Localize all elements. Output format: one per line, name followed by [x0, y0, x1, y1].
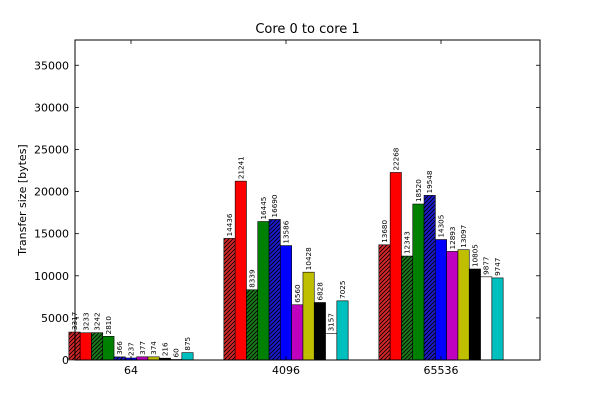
y-tick-label-0: 0 — [62, 354, 69, 367]
bars-group — [68, 172, 504, 361]
bar-65536-series-8 — [457, 249, 470, 361]
x-ticks-group: 64 4096 65536 — [124, 40, 459, 377]
y-tick-label-20000: 20000 — [34, 186, 69, 199]
bar-4096-series-9 — [313, 302, 326, 361]
chart-title: Core 0 to core 1 — [255, 22, 359, 37]
data-label-4096-series-8: 10428 — [304, 247, 313, 270]
bar-hatch-65536-series-3 — [401, 256, 413, 360]
data-label-65536-series-6: 14305 — [437, 215, 446, 238]
bar-hatch-4096-series-1 — [223, 238, 236, 360]
bar-4096-series-2 — [234, 180, 247, 361]
data-label-4096-series-6: 13586 — [282, 220, 291, 243]
bar-65536-series-4 — [412, 203, 425, 361]
y-tick-label-10000: 10000 — [34, 270, 69, 283]
bar-65536-series-11 — [491, 277, 504, 361]
bar-hatch-65536-series-5 — [424, 195, 436, 360]
bar-65536-series-2 — [389, 172, 402, 361]
y-tick-label-35000: 35000 — [34, 59, 69, 72]
data-label-64-series-10: 60 — [172, 348, 181, 358]
x-tick-label-65536: 65536 — [424, 364, 459, 377]
bar-65536-series-10 — [480, 276, 493, 361]
data-label-65536-series-5: 19548 — [425, 170, 434, 193]
bar-65536-series-6 — [435, 239, 447, 361]
data-label-4096-series-4: 16445 — [259, 197, 268, 220]
data-label-65536-series-7: 12893 — [448, 227, 457, 250]
data-label-64-series-3: 3242 — [93, 312, 102, 330]
bar-64-series-2 — [79, 332, 92, 361]
y-tick-label-15000: 15000 — [34, 228, 69, 241]
bar-hatch-65536-series-1 — [378, 244, 391, 360]
data-label-4096-series-3: 8339 — [248, 269, 257, 288]
data-label-4096-series-11: 7025 — [338, 281, 347, 299]
data-label-64-series-2: 3233 — [81, 312, 90, 330]
data-label-64-series-11: 875 — [183, 337, 192, 351]
y-axis-label: Transfer size [bytes] — [16, 144, 29, 256]
bar-hatch-4096-series-3 — [246, 289, 258, 360]
y-tick-label-25000: 25000 — [34, 143, 69, 156]
y-ticks-group: 0 5000 10000 15000 20000 25000 30000 35000 — [34, 59, 540, 367]
data-label-64-series-8: 374 — [149, 341, 158, 355]
plot-frame — [74, 39, 541, 361]
data-label-65536-series-9: 10805 — [470, 244, 479, 267]
bar-4096-series-4 — [257, 221, 270, 361]
data-label-65536-series-3: 12343 — [403, 231, 412, 254]
bar-64-series-11 — [181, 352, 194, 361]
bar-4096-series-10 — [325, 333, 338, 361]
bar-4096-series-6 — [280, 245, 292, 361]
data-label-65536-series-4: 18520 — [414, 179, 423, 202]
bar-hatch-64-series-3 — [91, 332, 103, 360]
data-label-65536-series-8: 13097 — [459, 225, 468, 248]
data-label-64-series-9: 216 — [160, 342, 169, 356]
data-label-4096-series-7: 6560 — [293, 284, 302, 303]
data-label-64-series-7: 377 — [138, 341, 147, 355]
bar-hatch-4096-series-5 — [269, 219, 281, 360]
bar-4096-series-8 — [302, 271, 315, 361]
bar-hatch-64-series-5 — [114, 356, 126, 360]
bar-4096-series-7 — [291, 304, 304, 361]
y-tick-label-30000: 30000 — [34, 101, 69, 114]
data-label-4096-series-1: 14436 — [225, 213, 234, 236]
data-label-4096-series-10: 3157 — [327, 313, 336, 331]
y-tick-label-5000: 5000 — [41, 312, 69, 325]
bar-64-series-4 — [102, 336, 115, 361]
data-label-4096-series-5: 16690 — [270, 194, 279, 217]
data-label-64-series-4: 2810 — [104, 316, 113, 335]
data-label-4096-series-9: 6828 — [315, 282, 324, 301]
data-label-64-series-6: 237 — [127, 342, 136, 356]
bar-4096-series-11 — [336, 300, 349, 361]
data-label-65536-series-1: 13680 — [380, 220, 389, 243]
bar-65536-series-9 — [468, 268, 481, 361]
data-label-65536-series-2: 22268 — [391, 147, 400, 170]
data-label-65536-series-10: 9877 — [482, 257, 491, 275]
x-tick-label-4096: 4096 — [272, 364, 300, 377]
bar-65536-series-7 — [446, 251, 459, 361]
data-label-4096-series-2: 21241 — [236, 156, 245, 179]
x-tick-label-64: 64 — [124, 364, 138, 377]
data-label-65536-series-11: 9747 — [493, 258, 502, 276]
data-label-64-series-5: 366 — [115, 341, 124, 355]
